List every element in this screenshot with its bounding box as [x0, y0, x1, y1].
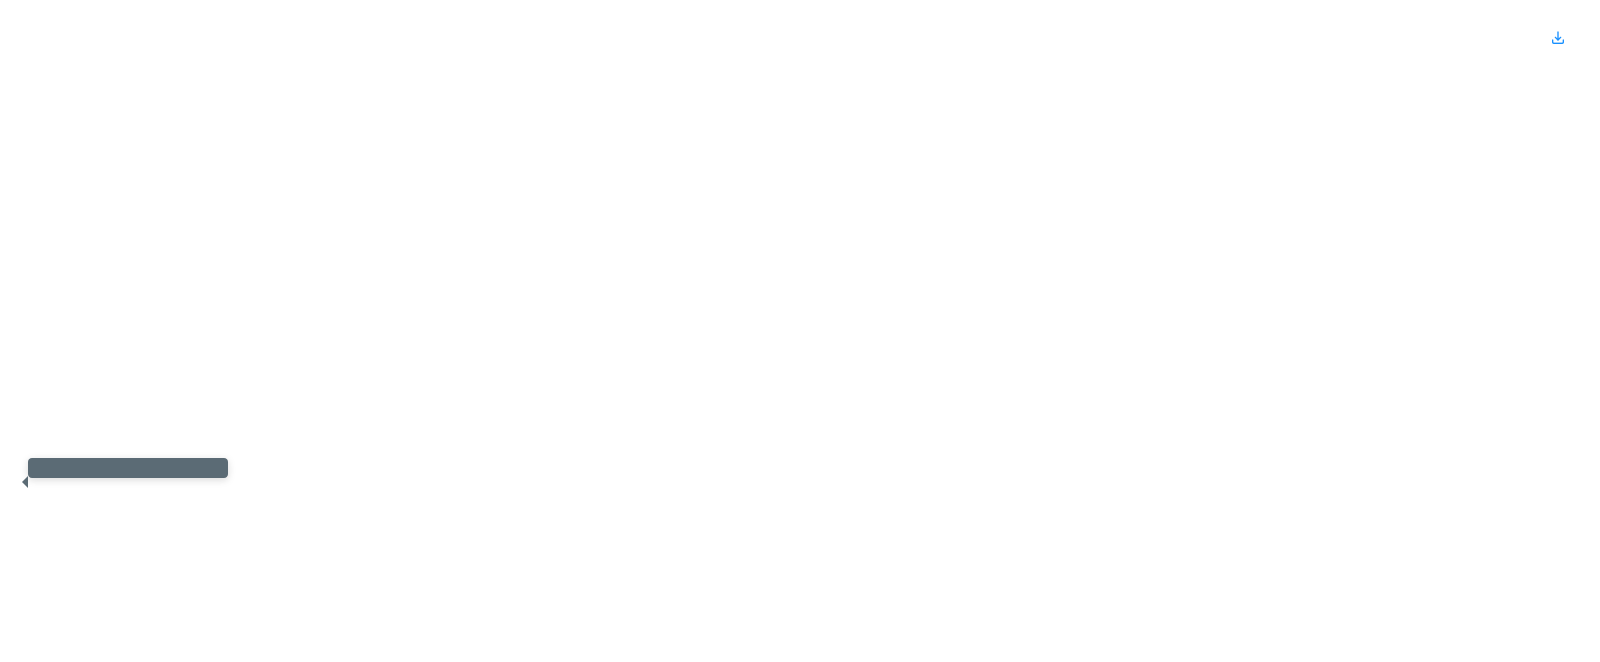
download-icon — [1550, 30, 1566, 49]
download-button[interactable] — [1550, 30, 1572, 49]
chart-tooltip — [28, 458, 228, 478]
trend-chart[interactable] — [28, 113, 1572, 453]
